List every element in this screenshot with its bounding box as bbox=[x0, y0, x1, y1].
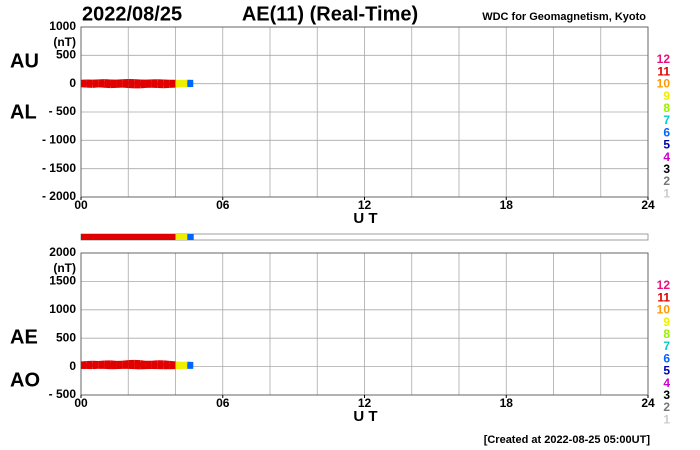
x-tick-label: 00 bbox=[74, 198, 88, 212]
legend-label: 10 bbox=[657, 77, 671, 91]
x-tick-label: 06 bbox=[216, 198, 230, 212]
status-segment bbox=[181, 234, 188, 240]
legend-label: 2 bbox=[663, 400, 670, 414]
x-tick-label: 12 bbox=[358, 396, 372, 410]
legend-label: 1 bbox=[663, 186, 670, 200]
status-segment bbox=[122, 234, 129, 240]
legend-label: 7 bbox=[663, 113, 670, 127]
unit-label: (nT) bbox=[53, 35, 76, 49]
x-tick-label: 06 bbox=[216, 396, 230, 410]
y-tick-label: - 2000 bbox=[42, 189, 76, 203]
x-axis-label: U T bbox=[353, 210, 377, 227]
y-tick-label: 0 bbox=[69, 76, 76, 90]
legend-label: 4 bbox=[663, 376, 670, 390]
legend-label: 12 bbox=[657, 278, 671, 292]
status-segment bbox=[110, 234, 117, 240]
legend-label: 12 bbox=[657, 52, 671, 66]
y-tick-label: 1500 bbox=[49, 274, 76, 288]
status-segment bbox=[151, 234, 159, 240]
x-tick-label: 24 bbox=[641, 396, 655, 410]
status-segment bbox=[169, 234, 176, 240]
legend-label: 8 bbox=[663, 101, 670, 115]
data-segment bbox=[139, 82, 147, 89]
y-tick-label: 500 bbox=[56, 48, 76, 62]
data-segment bbox=[163, 360, 170, 366]
data-segment bbox=[80, 360, 88, 367]
legend-label: 2 bbox=[663, 174, 670, 188]
legend-label: 4 bbox=[663, 150, 670, 164]
data-segment bbox=[122, 360, 129, 366]
legend-label: 11 bbox=[657, 290, 670, 304]
status-segment bbox=[86, 234, 94, 240]
data-segment bbox=[139, 360, 147, 366]
status-segment bbox=[116, 234, 123, 240]
legend-label: 5 bbox=[663, 364, 670, 378]
status-segment bbox=[175, 234, 182, 240]
y-tick-label: - 500 bbox=[49, 104, 77, 118]
status-segment bbox=[140, 234, 147, 240]
y-tick-label: 2000 bbox=[49, 245, 76, 259]
chart-title: AE(11) (Real-Time) bbox=[242, 3, 418, 25]
legend-label: 1 bbox=[663, 412, 670, 426]
y-tick-label: - 500 bbox=[49, 387, 77, 401]
legend-label: 6 bbox=[663, 351, 670, 365]
x-axis-label: U T bbox=[353, 408, 377, 425]
x-tick-label: 00 bbox=[74, 396, 88, 410]
status-segment bbox=[98, 234, 106, 240]
series-label: AU bbox=[10, 50, 39, 72]
x-tick-label: 24 bbox=[641, 198, 655, 212]
legend-label: 8 bbox=[663, 327, 670, 341]
data-segment bbox=[98, 360, 105, 367]
status-segment bbox=[92, 234, 100, 240]
series-label: AE bbox=[10, 326, 38, 348]
legend-label: 6 bbox=[663, 125, 670, 139]
status-segment bbox=[128, 234, 135, 240]
y-tick-label: 1000 bbox=[49, 302, 76, 316]
status-segment bbox=[104, 234, 112, 240]
y-tick-label: 0 bbox=[69, 359, 76, 373]
status-segment bbox=[157, 234, 165, 240]
legend-label: 11 bbox=[657, 64, 670, 78]
legend-label: 10 bbox=[657, 303, 671, 317]
y-tick-label: - 1000 bbox=[42, 133, 76, 147]
legend-label: 9 bbox=[663, 89, 670, 103]
x-tick-label: 12 bbox=[358, 198, 372, 212]
y-tick-label: 1000 bbox=[49, 19, 76, 33]
series-label: AL bbox=[10, 101, 37, 123]
footer: [Created at 2022-08-25 05:00UT] bbox=[484, 434, 651, 446]
legend-label: 9 bbox=[663, 315, 670, 329]
status-segment bbox=[81, 234, 88, 240]
source: WDC for Geomagnetism, Kyoto bbox=[482, 11, 646, 23]
status-segment bbox=[145, 234, 153, 240]
y-tick-label: 500 bbox=[56, 330, 76, 344]
legend-label: 3 bbox=[663, 162, 670, 176]
legend-label: 3 bbox=[663, 388, 670, 402]
y-tick-label: - 1500 bbox=[42, 161, 76, 175]
x-tick-label: 18 bbox=[500, 198, 514, 212]
series-label: AO bbox=[10, 369, 40, 391]
date: 2022/08/25 bbox=[82, 3, 182, 25]
x-tick-label: 18 bbox=[500, 396, 514, 410]
status-segment bbox=[163, 234, 171, 240]
legend-label: 7 bbox=[663, 339, 670, 353]
status-segment bbox=[187, 234, 194, 240]
legend-label: 5 bbox=[663, 138, 670, 152]
unit-label: (nT) bbox=[53, 261, 76, 275]
status-segment bbox=[134, 234, 141, 240]
